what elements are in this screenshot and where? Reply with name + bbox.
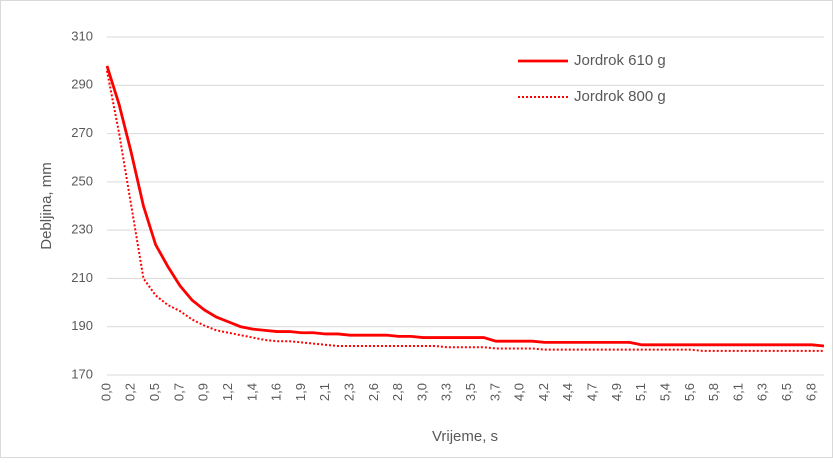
x-tick-label: 4,9 [609, 383, 624, 401]
y-tick-label: 230 [71, 222, 93, 237]
x-tick-label: 0,0 [98, 383, 113, 401]
x-tick-label: 1,9 [293, 383, 308, 401]
x-tick-label: 3,3 [439, 383, 454, 401]
x-tick-label: 1,2 [220, 383, 235, 401]
x-tick-label: 0,9 [196, 383, 211, 401]
y-tick-label: 270 [71, 125, 93, 140]
x-tick-label: 6,5 [779, 383, 794, 401]
x-tick-label: 2,1 [317, 383, 332, 401]
x-tick-label: 3,7 [487, 383, 502, 401]
x-tick-label: 0,2 [123, 383, 138, 401]
x-tick-label: 0,5 [147, 383, 162, 401]
x-tick-label: 6,1 [730, 383, 745, 401]
x-tick-label: 5,4 [657, 383, 672, 401]
x-tick-label: 4,4 [560, 383, 575, 401]
y-axis-label: Debljina, mm [38, 162, 55, 250]
x-tick-label: 3,5 [463, 383, 478, 401]
x-axis-label: Vrijeme, s [432, 428, 498, 445]
y-tick-label: 250 [71, 173, 93, 188]
x-tick-label: 3,0 [414, 383, 429, 401]
x-tick-label: 6,8 [803, 383, 818, 401]
x-tick-label: 4,2 [536, 383, 551, 401]
x-tick-label: 6,3 [755, 383, 770, 401]
legend-label: Jordrok 610 g [574, 52, 666, 69]
x-tick-label: 5,8 [706, 383, 721, 401]
y-tick-label: 310 [71, 28, 93, 43]
data-line [105, 65, 825, 348]
x-tick-label: 5,6 [682, 383, 697, 401]
legend-label: Jordrok 800 g [574, 88, 666, 105]
data-line [106, 70, 824, 352]
x-tick-label: 0,7 [171, 383, 186, 401]
y-tick-label: 170 [71, 366, 93, 381]
x-tick-label: 2,3 [341, 383, 356, 401]
y-tick-label: 290 [71, 77, 93, 92]
x-tick-label: 2,8 [390, 383, 405, 401]
x-tick-label: 4,0 [512, 383, 527, 401]
x-tick-label: 1,6 [269, 383, 284, 401]
x-tick-label: 1,4 [244, 383, 259, 401]
x-tick-label: 2,6 [366, 383, 381, 401]
x-tick-label: 5,1 [633, 383, 648, 401]
x-tick-label: 4,7 [585, 383, 600, 401]
y-tick-label: 210 [71, 270, 93, 285]
y-tick-label: 190 [71, 318, 93, 333]
